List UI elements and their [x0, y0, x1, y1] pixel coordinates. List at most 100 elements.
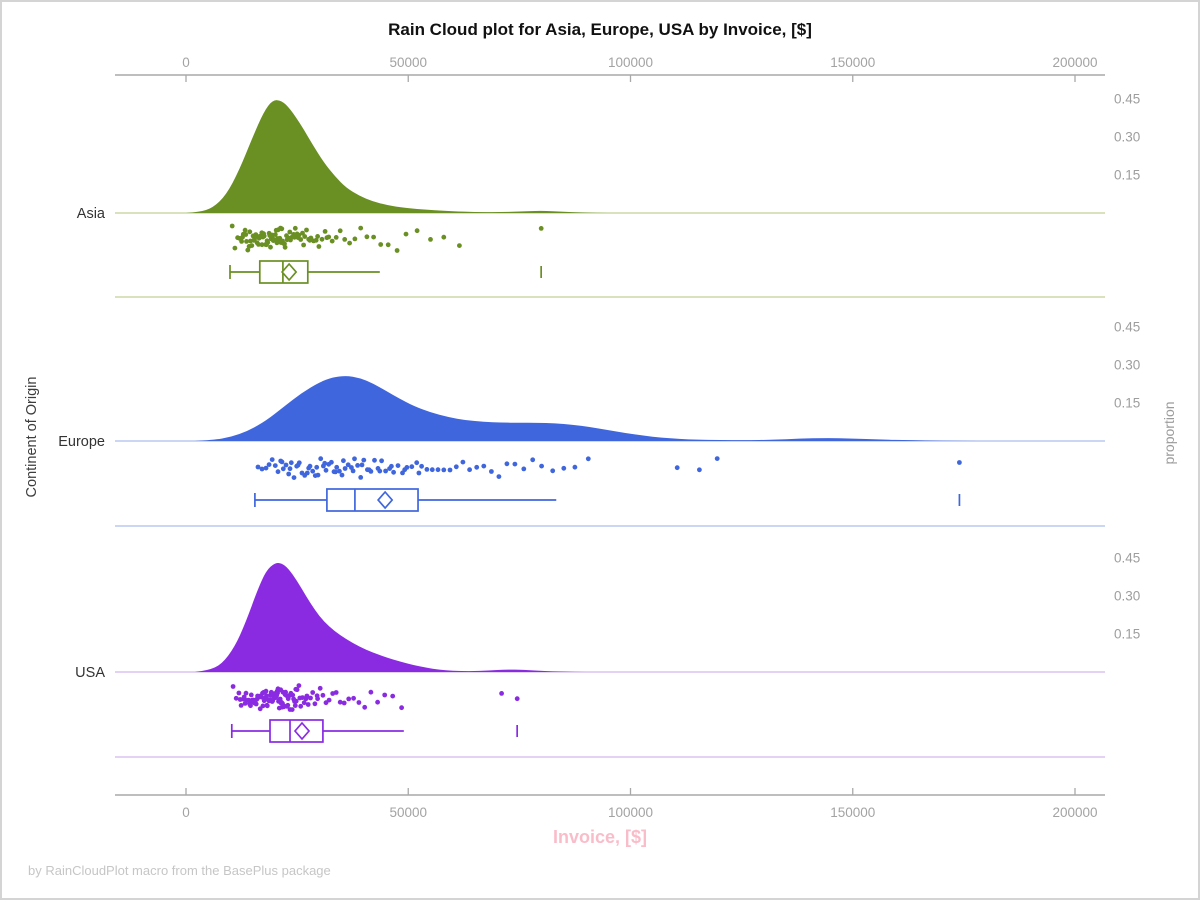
- rain-point: [323, 467, 329, 473]
- rain-point: [429, 467, 435, 473]
- rain-point: [296, 683, 302, 688]
- rain-point: [347, 240, 352, 246]
- rain-point: [289, 707, 295, 712]
- rain-point: [334, 464, 340, 470]
- box-plot-europe: [254, 488, 961, 512]
- rain-point: [319, 236, 325, 242]
- rain-point: [361, 457, 367, 463]
- rain-point: [414, 228, 420, 234]
- rain-point: [236, 690, 242, 696]
- rain-point: [467, 467, 472, 473]
- iqr-box: [326, 488, 419, 512]
- rain-point: [314, 464, 320, 470]
- rain-point: [292, 703, 298, 708]
- rain-point: [403, 231, 409, 237]
- rain-point: [242, 227, 248, 233]
- rain-point: [259, 466, 265, 472]
- rain-point: [359, 462, 365, 468]
- rain-point: [341, 458, 346, 464]
- rain-point: [263, 688, 269, 694]
- rain-point: [259, 242, 265, 248]
- density-cloud-europe: [194, 376, 978, 441]
- rain-point: [435, 467, 441, 473]
- rain-point: [355, 463, 360, 468]
- rain-point: [313, 237, 319, 243]
- mean-diamond: [280, 262, 298, 282]
- x-tick-label-top: 50000: [389, 55, 427, 70]
- rain-point: [264, 693, 269, 699]
- rain-point: [457, 243, 462, 249]
- prop-tick-label: 0.30: [1114, 130, 1140, 145]
- footer-note: by RainCloudPlot macro from the BasePlus…: [28, 863, 331, 878]
- rain-point: [326, 234, 332, 240]
- rain-point: [351, 695, 356, 701]
- x-tick-label-bottom: 200000: [1052, 805, 1097, 820]
- rain-point: [342, 466, 348, 471]
- rain-point: [512, 461, 518, 467]
- rain-point: [375, 699, 380, 705]
- rain-point: [352, 236, 358, 242]
- prop-tick-label: 0.15: [1114, 396, 1140, 411]
- rain-point: [337, 468, 342, 474]
- rain-point: [272, 232, 278, 238]
- rain-point: [291, 475, 297, 480]
- rain-point: [285, 702, 291, 708]
- rain-point: [230, 684, 236, 689]
- prop-tick-label: 0.30: [1114, 358, 1140, 373]
- x-tick-label-top: 0: [182, 55, 190, 70]
- rain-point: [391, 469, 396, 475]
- rain-point: [238, 703, 244, 708]
- rain-point: [266, 462, 272, 467]
- rain-point: [302, 234, 308, 239]
- prop-tick-label: 0.45: [1114, 320, 1140, 335]
- rain-point: [318, 456, 324, 462]
- rain-point: [399, 705, 404, 711]
- rain-point: [301, 242, 306, 248]
- rain-point: [368, 469, 374, 474]
- rain-point: [292, 225, 298, 231]
- rain-point: [550, 468, 556, 474]
- rain-point: [243, 690, 249, 696]
- rain-point: [329, 238, 335, 244]
- rain-point: [296, 232, 302, 238]
- rain-point: [333, 469, 338, 475]
- rain-point: [249, 243, 255, 249]
- rain-point: [409, 464, 415, 470]
- rain-point: [286, 471, 292, 477]
- rain-point: [275, 690, 280, 696]
- rain-point: [441, 467, 447, 473]
- rain-point: [538, 226, 544, 231]
- rain-point: [714, 456, 720, 461]
- rain-point: [489, 469, 494, 474]
- rain-point: [296, 460, 302, 466]
- rain-point: [333, 235, 339, 240]
- rain-point: [539, 463, 544, 469]
- rain-point: [504, 461, 510, 467]
- rain-points-europe: [255, 456, 962, 480]
- group-label-europe: Europe: [58, 434, 105, 450]
- rain-point: [424, 467, 430, 472]
- x-tick-label-bottom: 50000: [389, 805, 427, 820]
- rain-point: [395, 463, 401, 468]
- group-label-asia: Asia: [77, 206, 106, 222]
- rain-point: [294, 687, 300, 693]
- rain-point: [255, 464, 261, 470]
- rain-point: [287, 229, 293, 235]
- rain-point: [265, 240, 271, 245]
- page-title: Rain Cloud plot for Asia, Europe, USA by…: [388, 20, 812, 39]
- rain-point: [352, 456, 357, 462]
- rain-point: [292, 234, 297, 240]
- rain-point: [288, 460, 294, 466]
- rain-point: [337, 228, 343, 234]
- mean-diamond: [293, 721, 311, 741]
- rain-point: [263, 465, 269, 471]
- rain-point: [248, 703, 253, 709]
- x-tick-label-bottom: 150000: [830, 805, 875, 820]
- rain-point: [280, 466, 286, 472]
- rain-point: [279, 226, 285, 232]
- rain-point: [474, 464, 480, 470]
- rain-point: [271, 237, 277, 243]
- rain-point: [308, 695, 313, 701]
- rain-point: [358, 475, 364, 480]
